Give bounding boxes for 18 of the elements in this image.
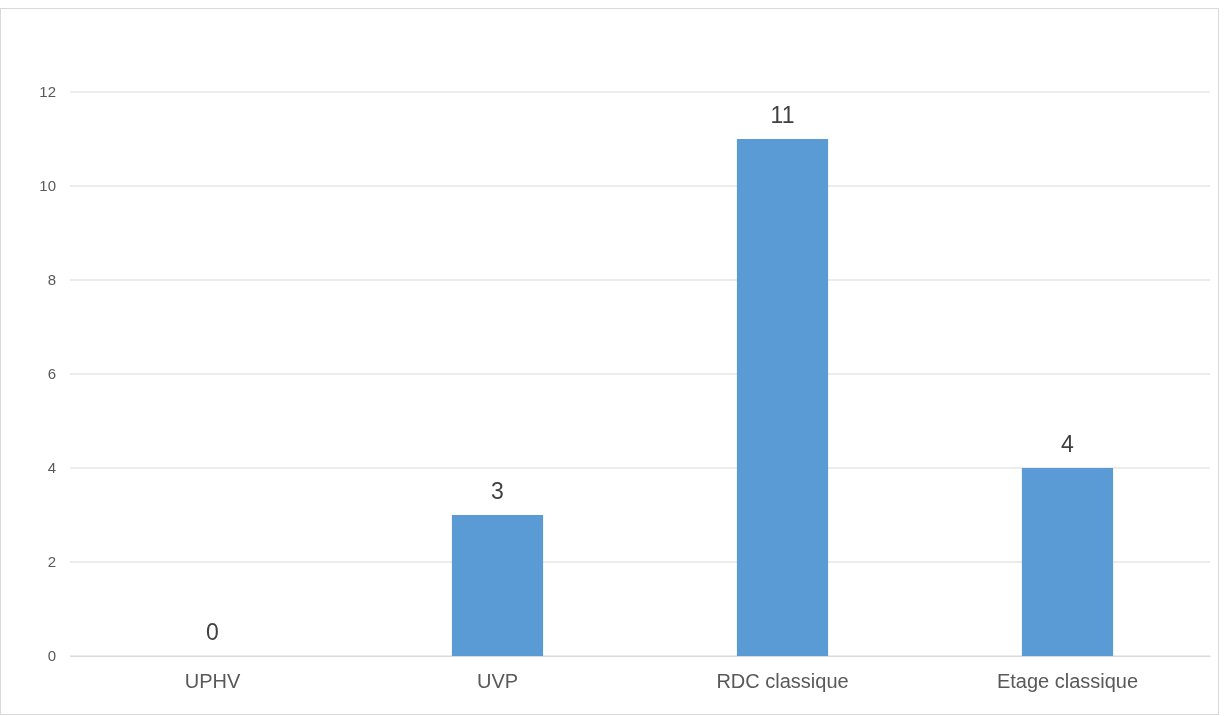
y-tick-label: 6 <box>47 365 56 383</box>
data-label: 11 <box>770 102 795 128</box>
bar <box>451 515 544 656</box>
bar <box>1021 468 1114 656</box>
y-tick-label: 10 <box>39 177 56 195</box>
x-tick-label: UPHV <box>184 670 241 693</box>
y-tick-label: 12 <box>39 83 56 101</box>
y-tick-label: 4 <box>47 459 56 477</box>
data-label: 3 <box>491 478 504 504</box>
bar <box>736 139 829 656</box>
data-label: 4 <box>1061 431 1075 457</box>
x-tick-label: Etage classique <box>996 670 1139 693</box>
x-tick-label: RDC classique <box>716 670 849 693</box>
y-tick-label: 2 <box>47 553 56 571</box>
x-tick-label: UVP <box>476 670 519 693</box>
data-label: 0 <box>206 619 219 645</box>
y-tick-label: 0 <box>47 647 56 665</box>
y-tick-label: 8 <box>47 271 56 289</box>
